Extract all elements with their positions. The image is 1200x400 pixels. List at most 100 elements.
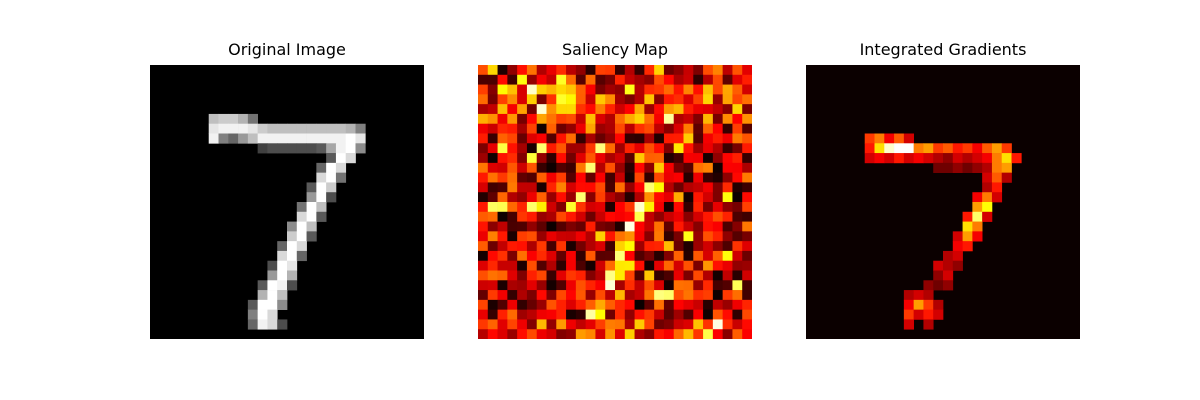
heatmap-cell <box>556 329 567 339</box>
heatmap-cell <box>654 182 665 193</box>
heatmap-cell <box>742 241 752 252</box>
heatmap-cell <box>228 123 239 134</box>
heatmap-cell <box>913 290 924 301</box>
heatmap-cell <box>693 94 704 105</box>
heatmap-cell <box>615 329 626 339</box>
heatmap-cell <box>732 309 743 320</box>
heatmap-cell <box>624 192 635 203</box>
heatmap-cell <box>605 299 616 310</box>
heatmap-cell <box>507 211 518 222</box>
heatmap-cell <box>585 94 596 105</box>
heatmap-cell <box>296 250 307 262</box>
heatmap-cell <box>296 211 307 222</box>
heatmap-cell <box>487 280 498 291</box>
heatmap-cell <box>517 221 528 232</box>
heatmap-cell <box>894 143 905 154</box>
heatmap-cell <box>634 74 645 85</box>
heatmap-cell <box>712 65 723 76</box>
heatmap-cell <box>722 153 733 164</box>
heatmap-cell <box>277 260 288 271</box>
heatmap-cell <box>634 94 645 105</box>
heatmap-cell <box>654 329 665 339</box>
heatmap-cell <box>673 260 684 271</box>
heatmap-cell <box>478 94 489 105</box>
heatmap-cell <box>683 74 694 85</box>
heatmap-cell <box>478 260 489 271</box>
heatmap-cell <box>507 123 518 134</box>
heatmap-cell <box>497 250 508 262</box>
heatmap-cell <box>654 104 665 115</box>
heatmap-cell <box>712 74 723 85</box>
heatmap-cell <box>673 143 684 154</box>
heatmap-cell <box>566 65 577 76</box>
heatmap-cell <box>566 162 577 173</box>
heatmap-cell <box>595 280 606 291</box>
heatmap-cell <box>536 104 547 115</box>
heatmap-cell <box>536 319 547 330</box>
heatmap-cell <box>478 250 489 262</box>
heatmap-cell <box>722 319 733 330</box>
heatmap-cell <box>703 65 714 76</box>
heatmap-cell <box>575 250 586 262</box>
heatmap-cell <box>247 113 258 125</box>
heatmap-cell <box>536 113 547 125</box>
heatmap-cell <box>556 162 567 173</box>
heatmap-cell <box>267 270 278 281</box>
heatmap-cell <box>536 309 547 320</box>
heatmap-cell <box>556 221 567 232</box>
heatmap-cell <box>605 280 616 291</box>
heatmap-cell <box>683 309 694 320</box>
heatmap-cell <box>712 270 723 281</box>
heatmap-cell <box>247 309 258 320</box>
heatmap-cell <box>933 270 944 281</box>
heatmap-cell <box>972 153 983 164</box>
heatmap-cell <box>228 133 239 144</box>
heatmap-cell <box>673 74 684 85</box>
heatmap-cell <box>952 162 963 173</box>
heatmap-cell <box>933 260 944 271</box>
heatmap-cell <box>732 329 743 339</box>
heatmap-cell <box>487 270 498 281</box>
heatmap-cell <box>903 309 914 320</box>
heatmap-cell <box>742 280 752 291</box>
heatmap-cell <box>732 299 743 310</box>
heatmap-cell <box>517 65 528 76</box>
heatmap-cell <box>546 94 557 105</box>
heatmap-cell <box>566 94 577 105</box>
heatmap-cell <box>566 182 577 193</box>
heatmap-cell <box>1001 143 1012 154</box>
heatmap-cell <box>933 309 944 320</box>
heatmap-cell <box>487 241 498 252</box>
heatmap-cell <box>497 290 508 301</box>
heatmap-cell <box>663 104 675 115</box>
heatmap-cell <box>644 74 655 85</box>
heatmap-cell <box>943 260 954 271</box>
heatmap-cell <box>595 250 606 262</box>
heatmap-cell <box>732 182 743 193</box>
heatmap-cell <box>526 260 538 271</box>
heatmap-cell <box>624 113 635 125</box>
heatmap-cell <box>712 143 723 154</box>
heatmap-cell <box>624 143 635 154</box>
heatmap-cell <box>575 260 586 271</box>
heatmap-cell <box>663 162 675 173</box>
heatmap-cell <box>566 299 577 310</box>
heatmap-cell <box>478 172 489 183</box>
heatmap-cell <box>247 299 258 310</box>
heatmap-cell <box>546 221 557 232</box>
heatmap-cell <box>595 211 606 222</box>
heatmap-cell <box>683 104 694 115</box>
heatmap-cell <box>972 211 983 222</box>
heatmap-cell <box>585 74 596 85</box>
heatmap-cell <box>615 202 626 213</box>
heatmap-cell <box>742 221 752 232</box>
heatmap-cell <box>644 94 655 105</box>
heatmap-cell <box>693 211 704 222</box>
heatmap-cell <box>487 74 498 85</box>
heatmap-cell <box>962 221 973 232</box>
heatmap-cell <box>546 74 557 85</box>
heatmap-cell <box>487 231 498 242</box>
heatmap-cell <box>972 192 983 203</box>
heatmap-cell <box>663 202 675 213</box>
heatmap-cell <box>595 299 606 310</box>
